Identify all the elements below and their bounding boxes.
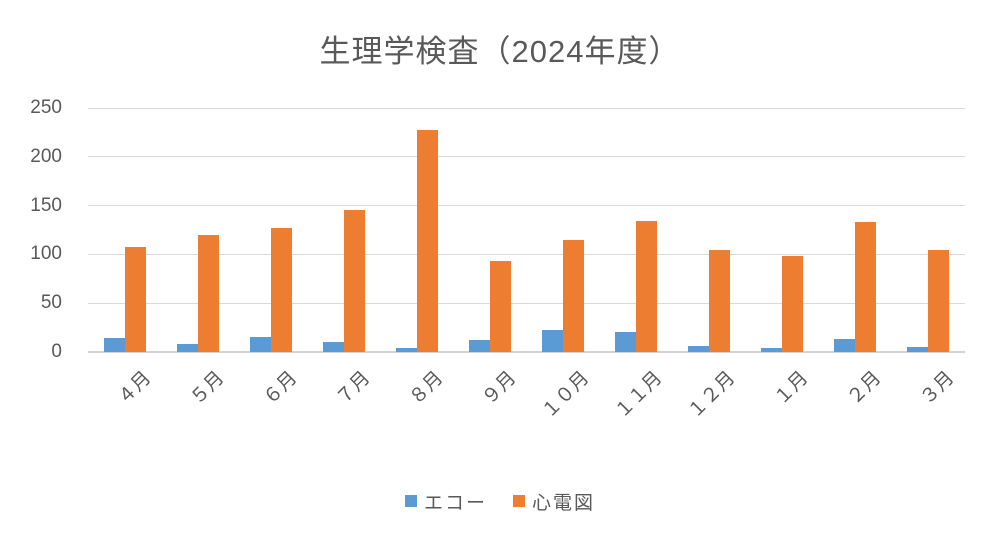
gridline [88, 205, 965, 207]
bar-ecg [636, 221, 658, 352]
ecg-series-label: 心電図 [532, 492, 596, 514]
gridline [88, 302, 965, 304]
bar-ecg [855, 222, 877, 352]
y-axis-tick-label: 100 [30, 243, 62, 265]
y-axis-tick-label: 0 [51, 341, 62, 362]
bar-echo [761, 348, 783, 352]
bar-echo [834, 339, 856, 352]
x-axis-tick-label: ７月 [332, 367, 375, 410]
echo-series-label: エコー [423, 492, 487, 514]
gridline [88, 107, 965, 109]
legend: エコー 心電図 [0, 488, 1000, 515]
gridline [88, 351, 965, 353]
y-axis-tick-label: 200 [30, 145, 62, 167]
x-axis-tick-label: １２月 [684, 367, 740, 423]
legend-item-echo: エコー [404, 488, 487, 515]
y-axis-tick-label: 50 [40, 292, 62, 314]
bar-ecg [124, 247, 146, 352]
bar-echo [249, 337, 271, 352]
y-axis-tick-label: 150 [30, 194, 62, 216]
bar-ecg [270, 228, 292, 352]
bar-ecg [489, 261, 511, 352]
bar-ecg [782, 256, 804, 352]
chart-title: 生理学検査（2024年度） [319, 34, 681, 69]
x-axis-tick-label: ５月 [186, 367, 229, 410]
x-axis-tick-label: ８月 [405, 367, 448, 410]
x-axis-tick-label: ３月 [917, 367, 959, 410]
y-axis-tick-label: 250 [30, 97, 62, 118]
bar-echo [688, 346, 710, 352]
bar-echo [395, 348, 417, 352]
bar-echo [615, 332, 637, 352]
echo-series-swatch [404, 495, 417, 507]
bar-echo [322, 342, 344, 352]
bar-echo [176, 344, 198, 352]
x-axis-tick-label: ２月 [844, 367, 886, 410]
gridline [88, 253, 965, 255]
bar-ecg [928, 250, 950, 352]
ecg-series-swatch [513, 495, 525, 507]
bar-echo [542, 330, 564, 352]
x-axis-tick-label: １０月 [538, 367, 594, 423]
bar-echo [468, 340, 490, 352]
x-axis-tick-label: ４月 [113, 367, 155, 410]
gridline [88, 156, 965, 158]
bar-echo [103, 338, 125, 352]
bar-ecg [343, 210, 365, 352]
bar-ecg [563, 240, 585, 352]
bar-ecg [416, 130, 438, 352]
legend-item-ecg: 心電図 [513, 488, 595, 515]
bar-ecg [197, 235, 219, 352]
bar-echo [907, 347, 929, 352]
x-axis-tick-label: １月 [770, 367, 813, 410]
x-axis-tick-label: ９月 [478, 367, 521, 410]
bar-ecg [709, 250, 731, 352]
x-axis-tick-label: １１月 [611, 367, 667, 423]
x-axis-tick-label: ６月 [259, 367, 302, 410]
